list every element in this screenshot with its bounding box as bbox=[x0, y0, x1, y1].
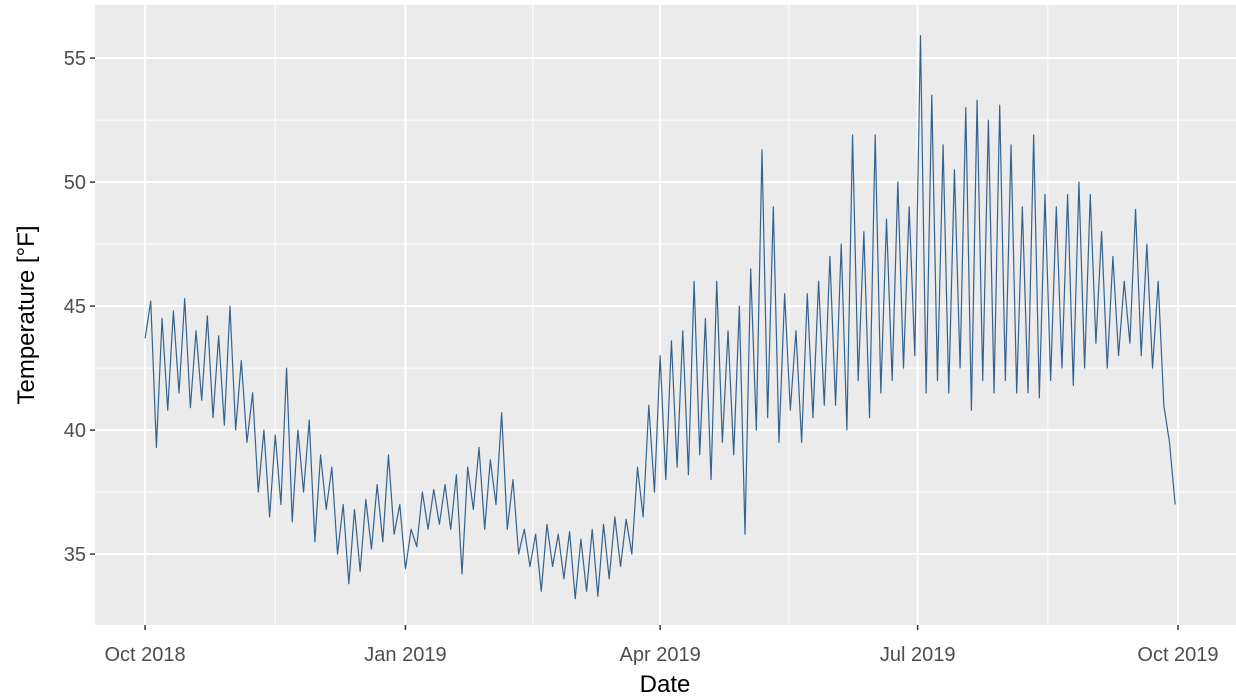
plot-panel bbox=[95, 5, 1236, 625]
grid bbox=[95, 5, 1236, 625]
y-tick-label: 35 bbox=[64, 544, 86, 566]
x-tick-label: Oct 2019 bbox=[1137, 644, 1218, 666]
x-tick-label: Jan 2019 bbox=[364, 644, 446, 666]
data-line bbox=[144, 35, 1176, 600]
y-tick-label: 55 bbox=[64, 48, 86, 70]
y-axis-title: Temperature [°F] bbox=[13, 226, 40, 405]
y-tick-label: 40 bbox=[64, 420, 86, 442]
x-tick-label: Jul 2019 bbox=[880, 644, 956, 666]
x-axis-title: Date bbox=[640, 671, 691, 698]
y-tick-label: 45 bbox=[64, 296, 86, 318]
axes: 35 40 45 50 55 Oct 2018 Jan 2019 Apr 2019 Jul 20… bbox=[64, 48, 1219, 666]
x-tick-label: Oct 2018 bbox=[105, 644, 186, 666]
x-tick-label: Apr 2019 bbox=[620, 644, 701, 666]
data bbox=[144, 35, 1176, 600]
y-tick-label: 50 bbox=[64, 172, 86, 194]
